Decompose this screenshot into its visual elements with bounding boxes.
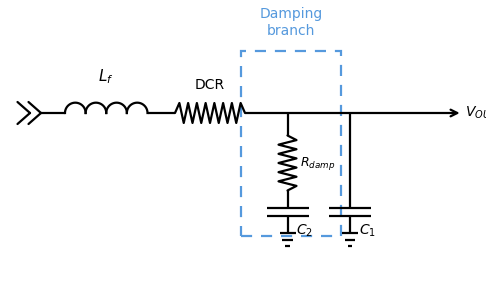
Text: $V_{OUT}$: $V_{OUT}$ xyxy=(465,105,486,121)
Text: $R_{damp}$: $R_{damp}$ xyxy=(300,155,335,171)
Text: $L_f$: $L_f$ xyxy=(99,67,114,85)
Text: $C_2$: $C_2$ xyxy=(296,223,313,239)
Text: $C_1$: $C_1$ xyxy=(359,223,376,239)
Bar xyxy=(241,51,341,235)
Text: Damping
branch: Damping branch xyxy=(260,7,323,38)
Text: DCR: DCR xyxy=(195,78,225,92)
